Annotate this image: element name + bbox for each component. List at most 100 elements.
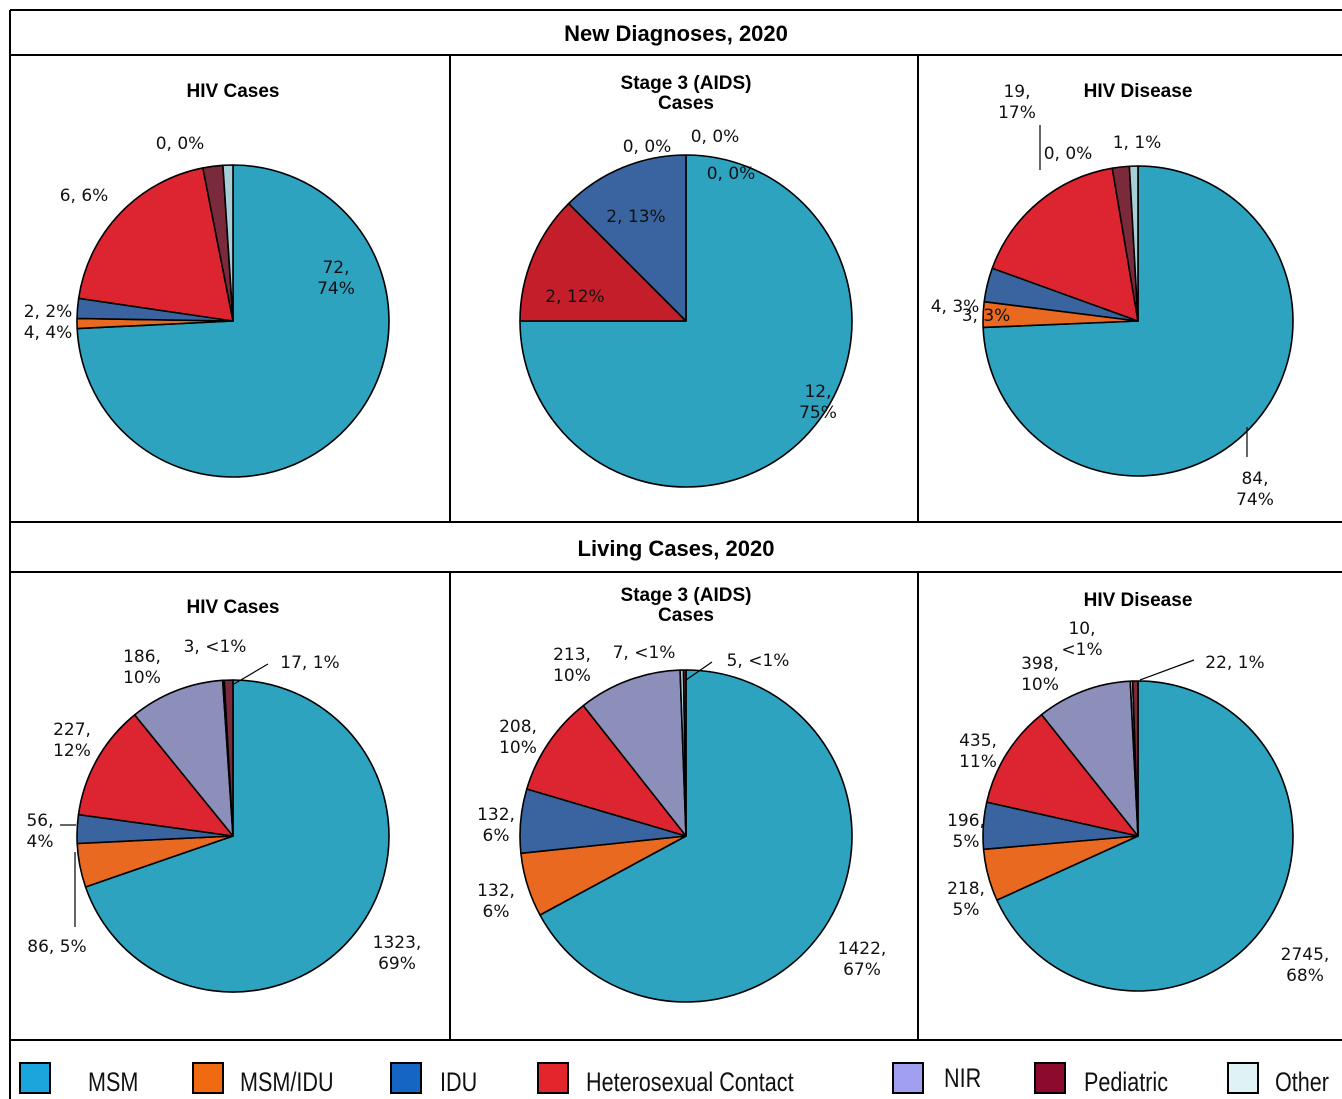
pie-slice-other bbox=[1128, 165, 1139, 322]
data-label-other: 1, 1% bbox=[1113, 133, 1162, 153]
pie-slice-pediatric bbox=[223, 679, 234, 837]
data-label-idu: 56, 4% bbox=[26, 811, 53, 852]
data-label-msm: 12, 75% bbox=[799, 382, 837, 423]
pie-slice-nir bbox=[1040, 680, 1139, 837]
pie-slice-nir bbox=[582, 669, 687, 837]
pie-chart-4: HIV Cases 1323, 69% 86, 5% 56, 4% 227, 12% 186, 1… bbox=[26, 597, 422, 993]
data-label-other: 10, <1% bbox=[1061, 619, 1102, 660]
pie-slice-pediatric bbox=[682, 669, 687, 837]
section-title-new-diagnoses: New Diagnoses, 2020 bbox=[564, 21, 788, 46]
leader-line bbox=[685, 661, 713, 681]
data-label-msm-idu: 132, 6% bbox=[477, 881, 515, 922]
pie-slice-heterosexual-contact bbox=[77, 167, 234, 322]
data-label-msm-idu: 218, 5% bbox=[947, 879, 985, 920]
data-label-idu: 132, 6% bbox=[477, 805, 515, 846]
chart-title: Cases bbox=[658, 605, 714, 626]
data-label-pediatric: 0, 0% bbox=[156, 134, 205, 154]
legend-item-msm-idu: MSM/IDU bbox=[192, 1062, 334, 1098]
data-label-msm-idu: 0, 0% bbox=[623, 137, 672, 157]
legend-item-other: Other bbox=[1227, 1062, 1329, 1098]
pie-slice-heterosexual-contact bbox=[77, 714, 234, 837]
legend-label-heterosexual-contact: Heterosexual Contact bbox=[586, 1068, 794, 1098]
pie-slice-msm bbox=[84, 679, 390, 993]
chart-title: HIV Disease bbox=[1084, 590, 1193, 611]
data-label-pediatric: 17, 1% bbox=[280, 653, 339, 673]
legend-label-nir: NIR bbox=[944, 1064, 981, 1094]
pie-slice-msm bbox=[539, 669, 853, 1003]
legend-swatch-heterosexual-contact bbox=[537, 1062, 569, 1094]
data-label-heterosexual-contact: 19, 17% bbox=[998, 82, 1036, 123]
pie-slice-pediatric bbox=[1131, 680, 1139, 837]
data-label-msm-idu: 4, 4% bbox=[24, 323, 73, 343]
legend-item-pediatric: Pediatric bbox=[1034, 1062, 1168, 1098]
data-label-msm: 84, 74% bbox=[1236, 469, 1274, 510]
pie-slice-nir bbox=[133, 679, 234, 837]
pie-chart-6: HIV Disease 2745, 68% 218, 5% 196, 5% 435, 11% 39… bbox=[947, 590, 1330, 992]
leader-line bbox=[1139, 659, 1195, 681]
data-label-idu: 2, 2% bbox=[24, 302, 73, 322]
data-label-other: 3, <1% bbox=[184, 637, 247, 657]
chart-title: HIV Disease bbox=[1084, 81, 1193, 102]
data-label-msm: 2745, 68% bbox=[1281, 945, 1330, 986]
legend-label-pediatric: Pediatric bbox=[1084, 1068, 1168, 1098]
pie-chart-3: HIV Disease 84, 74% 3, 3%4, 3% 19, 17% 0, 0% 1,… bbox=[931, 81, 1294, 510]
data-label-nir: 398, 10% bbox=[1021, 654, 1059, 695]
legend-item-msm: MSM bbox=[19, 1062, 138, 1098]
pie-chart-1: HIV Cases 72, 74% 4, 4%2, 2% 6, 6% 0, 0% bbox=[24, 81, 390, 478]
data-label-pediatric: 0, 0% bbox=[691, 127, 740, 147]
legend-swatch-pediatric bbox=[1034, 1062, 1066, 1094]
legend-swatch-msm bbox=[19, 1062, 51, 1094]
data-label-heterosexual-contact: 2, 12% bbox=[545, 287, 604, 307]
data-label-nir: 213, 10% bbox=[553, 645, 591, 686]
legend-swatch-msm-idu bbox=[192, 1062, 224, 1094]
data-label-msm-idu: 86, 5% bbox=[27, 937, 86, 957]
data-label-idu: 2, 13% bbox=[606, 207, 665, 227]
data-label-nir: 186, 10% bbox=[123, 647, 161, 688]
legend-swatch-idu bbox=[390, 1062, 422, 1094]
legend-label-msm: MSM bbox=[88, 1068, 138, 1098]
data-label-heterosexual-contact: 227, 12% bbox=[53, 720, 91, 761]
data-label-other: 0, 0% bbox=[707, 164, 756, 184]
data-label-heterosexual-contact: 435, 11% bbox=[959, 731, 997, 772]
legend-label-msm-idu: MSM/IDU bbox=[240, 1068, 334, 1098]
pie-chart-5: Stage 3 (AIDS)Cases 1422, 67% 132, 6% 132, 6% 2… bbox=[477, 585, 887, 1003]
pie-slice-heterosexual-contact bbox=[985, 713, 1139, 837]
panel-grid bbox=[9, 9, 1342, 1099]
data-label-idu: 4, 3% bbox=[931, 297, 980, 317]
data-label-msm-idu: 3, 3% bbox=[962, 306, 1011, 326]
legend-item-idu: IDU bbox=[390, 1062, 477, 1098]
legend-label-idu: IDU bbox=[440, 1068, 477, 1098]
pie-slice-msm bbox=[996, 680, 1294, 992]
data-label-pediatric: 5, <1% bbox=[727, 651, 790, 671]
data-label-pediatric: 22, 1% bbox=[1205, 653, 1264, 673]
data-label-heterosexual-contact: 6, 6% bbox=[60, 186, 109, 206]
legend-item-heterosexual-contact: Heterosexual Contact bbox=[537, 1062, 794, 1098]
legend-item-nir: NIR bbox=[892, 1062, 981, 1094]
legend: MSM MSM/IDU IDU Heterosexual Contact NIR… bbox=[19, 1062, 1329, 1098]
data-label-idu: 196, 5% bbox=[947, 811, 985, 852]
leader-line bbox=[233, 663, 269, 685]
pie-slice-idu bbox=[567, 154, 687, 322]
pie-slice-heterosexual-contact bbox=[519, 202, 687, 322]
pie-slice-heterosexual-contact bbox=[991, 167, 1139, 322]
chart-title: Stage 3 (AIDS) bbox=[621, 73, 752, 94]
chart-title: Cases bbox=[658, 93, 714, 114]
pie-slice-heterosexual-contact bbox=[525, 704, 687, 837]
legend-swatch-other bbox=[1227, 1062, 1259, 1094]
chart-title: Stage 3 (AIDS) bbox=[621, 585, 752, 606]
chart-title: HIV Cases bbox=[187, 597, 280, 618]
chart-title: HIV Cases bbox=[187, 81, 280, 102]
pie-chart-2: Stage 3 (AIDS)Cases 12, 75% 2, 12% 2, 13% 0, … bbox=[519, 73, 853, 488]
data-label-other: 7, <1% bbox=[613, 643, 676, 663]
pie-slice-msm bbox=[519, 154, 853, 488]
data-label-pediatric: 0, 0% bbox=[1044, 144, 1093, 164]
pie-slice-other bbox=[222, 164, 234, 322]
data-label-msm: 72, 74% bbox=[317, 258, 355, 299]
data-label-msm: 1323, 69% bbox=[373, 933, 422, 974]
legend-label-other: Other bbox=[1275, 1068, 1329, 1098]
data-label-msm: 1422, 67% bbox=[838, 939, 887, 980]
section-title-living-cases: Living Cases, 2020 bbox=[578, 536, 775, 561]
data-label-heterosexual-contact: 208, 10% bbox=[499, 717, 537, 758]
